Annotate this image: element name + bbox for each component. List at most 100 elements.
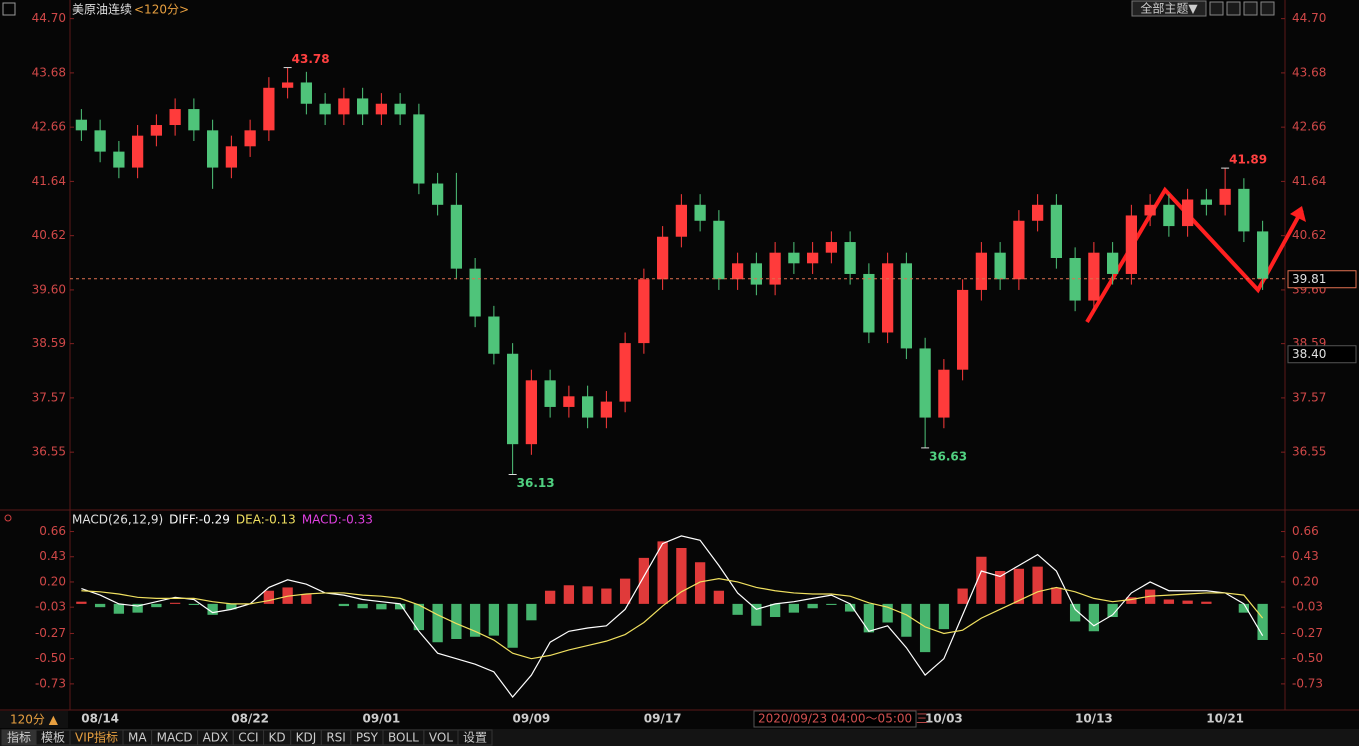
candle-body: [432, 183, 444, 205]
y-tick-label-right: 43.68: [1292, 65, 1326, 79]
legend-entry: MACD:-0.33: [302, 513, 373, 527]
y-tick-label-right: 42.66: [1292, 120, 1326, 134]
y-tick-label: 0.20: [39, 574, 66, 588]
candle-body: [300, 82, 312, 104]
candle-body: [282, 82, 294, 88]
y-tick-label: 38.59: [32, 336, 66, 350]
legend-entry: DEA:-0.13: [236, 513, 296, 527]
window-button[interactable]: [1209, 1, 1224, 16]
candle-body: [394, 103, 406, 115]
toolbar-tab[interactable]: RSI: [326, 731, 346, 745]
toolbar-tab[interactable]: 模板: [41, 731, 65, 745]
candle-body: [1163, 204, 1175, 227]
high-label: 41.89: [1229, 153, 1267, 167]
candle-body: [338, 98, 350, 115]
candle-body: [994, 252, 1006, 280]
theme-button[interactable]: [1131, 0, 1207, 17]
toolbar-tab[interactable]: 设置: [463, 731, 487, 745]
candle-body: [919, 348, 931, 418]
candle-body: [150, 125, 162, 136]
low-label: 36.13: [517, 476, 555, 490]
y-tick-label: 39.60: [32, 282, 66, 296]
toolbar-tab[interactable]: MACD: [157, 731, 193, 745]
y-tick-label: 43.68: [32, 65, 66, 79]
toolbar-tab[interactable]: MA: [128, 731, 147, 745]
arrow-head: [1290, 206, 1306, 222]
toolbar-tab[interactable]: PSY: [356, 731, 379, 745]
candle-body: [1257, 231, 1269, 279]
candle-body: [882, 263, 894, 333]
period-title: <120分>: [134, 3, 189, 17]
toolbar-tab[interactable]: CCI: [238, 731, 258, 745]
candle-body: [75, 119, 87, 131]
y-tick-label: -0.73: [35, 676, 66, 690]
window-button[interactable]: [1226, 1, 1241, 16]
indicator-title: MACD(26,12,9): [72, 513, 163, 527]
candle-body: [732, 263, 744, 280]
candle-body: [863, 273, 875, 333]
x-tick-label: 08/14: [81, 712, 119, 726]
y-tick-label: -0.27: [35, 626, 66, 640]
candle-body: [975, 252, 987, 290]
y-tick-label: 42.66: [32, 120, 66, 134]
candle-body: [507, 353, 519, 445]
toolbar-tab[interactable]: BOLL: [388, 731, 419, 745]
menu-icon[interactable]: [2, 2, 16, 16]
x-tick-label: 10/03: [925, 712, 963, 726]
y-tick-label-right: 40.62: [1292, 228, 1326, 242]
x-tick-label: 09/01: [362, 712, 400, 726]
candle-body: [807, 252, 819, 264]
last-price-box: [1287, 270, 1357, 289]
window-button[interactable]: [1243, 1, 1258, 16]
crosshair-time-box: [753, 710, 917, 728]
y-tick-label: 40.62: [32, 228, 66, 242]
window-button[interactable]: [1260, 1, 1275, 16]
toolbar-tab[interactable]: ADX: [203, 731, 229, 745]
y-tick-label-right: 0.43: [1292, 549, 1319, 563]
indicator-icon[interactable]: [4, 514, 12, 522]
candle-body: [1032, 204, 1044, 221]
candle-body: [619, 343, 631, 402]
toolbar-tab[interactable]: VOL: [429, 731, 453, 745]
candle-body: [844, 242, 856, 274]
y-tick-label: 0.66: [39, 524, 66, 538]
candle-body: [375, 103, 387, 115]
candle-body: [188, 109, 200, 131]
candle-body: [1238, 188, 1250, 232]
candle-body: [132, 135, 144, 168]
toolbar-tab[interactable]: VIP指标: [75, 730, 118, 745]
toolbar-tab[interactable]: KD: [269, 731, 286, 745]
crosshair-time-label: 2020/09/23 04:00～05:00 三: [758, 712, 928, 726]
candle-body: [1013, 220, 1025, 280]
x-tick-label: 10/13: [1075, 712, 1113, 726]
period-button[interactable]: 120分 ▲: [10, 713, 59, 727]
toolbar-tab-box[interactable]: [457, 729, 493, 746]
candle-body: [488, 316, 500, 354]
toolbar: [0, 729, 1359, 746]
y-tick-label: 36.55: [32, 445, 66, 459]
candle-body: [207, 130, 219, 168]
candle-body: [469, 268, 481, 317]
toolbar-tab[interactable]: 指标: [7, 730, 31, 745]
y-tick-label: 41.64: [32, 174, 66, 188]
low-label: 36.63: [929, 449, 967, 463]
y-tick-label-right: 0.20: [1292, 574, 1319, 588]
candle-body: [244, 130, 256, 147]
crosshair-price-box: [1287, 345, 1357, 364]
toolbar-tab[interactable]: KDJ: [296, 731, 317, 745]
window-buttons: [1209, 1, 1275, 16]
legend-entry: DIFF:-0.29: [169, 513, 230, 527]
high-label: 43.78: [292, 52, 330, 66]
candle-body: [1088, 252, 1100, 301]
theme-button-label[interactable]: 全部主题▼: [1140, 1, 1198, 16]
candle-body: [1219, 188, 1231, 205]
candle-body: [1200, 199, 1212, 205]
y-tick-label-right: -0.03: [1292, 600, 1323, 614]
x-tick-label: 09/09: [512, 712, 550, 726]
y-tick-label-right: -0.27: [1292, 626, 1323, 640]
period-button-box[interactable]: [0, 711, 68, 728]
candle-body: [563, 396, 575, 407]
y-tick-label: 44.70: [32, 11, 66, 25]
